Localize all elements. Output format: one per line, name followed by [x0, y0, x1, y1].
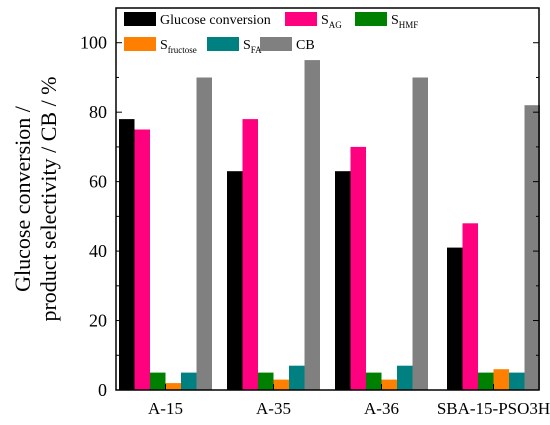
- x-tick-label-a-35: A-35: [256, 399, 291, 418]
- bar-shmf-a-15: [150, 372, 166, 390]
- legend-label-sfructose: Sfructose: [160, 38, 197, 55]
- bar-glucose-conversion-a-35: [227, 171, 243, 390]
- legend-label-sag: SAG: [321, 13, 342, 30]
- bar-shmf-a-35: [258, 372, 274, 390]
- bar-glucose-conversion-a-36: [335, 171, 351, 390]
- x-axis: A-15 A-35 A-36 SBA-15-PSO3H: [148, 384, 550, 418]
- y-axis-label-line2: product selectivity / CB / %: [36, 76, 61, 321]
- bar-sfa-a-15: [181, 372, 197, 390]
- bar-sag-a-35: [242, 119, 258, 390]
- bar-sfructose-a-35: [273, 379, 289, 390]
- bar-glucose-conversion-a-15: [119, 119, 135, 390]
- legend-label-sfa: SFA: [243, 38, 262, 55]
- y-axis-label-line1: Glucose conversion /: [10, 105, 35, 292]
- bar-sfructose-sba-15-pso3h: [493, 369, 509, 390]
- legend-label-shmf: SHMF: [391, 13, 418, 30]
- x-tick-label-a-15: A-15: [148, 399, 183, 418]
- bar-shmf-a-36: [366, 372, 382, 390]
- legend-label-cb: CB: [296, 38, 315, 53]
- y-tick-label: 80: [89, 102, 107, 122]
- bar-sfa-a-36: [397, 365, 413, 390]
- legend-swatch-sag: [285, 12, 317, 26]
- bar-cb-sba-15-pso3h: [524, 105, 540, 390]
- bar-cb-a-15: [196, 77, 212, 390]
- bar-sag-sba-15-pso3h: [462, 223, 478, 390]
- bars-layer: [119, 60, 540, 390]
- plot-frame: [115, 7, 540, 391]
- bar-sfa-a-35: [289, 365, 305, 390]
- legend-swatch-cb: [260, 37, 292, 51]
- bar-sfructose-a-36: [381, 379, 397, 390]
- x-tick-label-sba-15-pso3h: SBA-15-PSO3H: [437, 399, 550, 418]
- legend-swatch-glucose-conversion: [124, 12, 156, 26]
- legend-swatch-sfructose: [124, 37, 156, 51]
- y-tick-label: 40: [89, 241, 107, 261]
- y-tick-label: 60: [89, 172, 107, 192]
- bar-sag-a-15: [134, 129, 150, 390]
- bar-sfa-sba-15-pso3h: [509, 372, 525, 390]
- y-tick-label: 0: [98, 380, 107, 400]
- bar-shmf-sba-15-pso3h: [478, 372, 494, 390]
- legend-label-glucose-conversion: Glucose conversion: [160, 13, 271, 28]
- bar-cb-a-35: [304, 60, 320, 390]
- bar-cb-a-36: [412, 77, 428, 390]
- bar-glucose-conversion-sba-15-pso3h: [447, 247, 463, 390]
- x-tick-label-a-36: A-36: [364, 399, 399, 418]
- legend-swatch-sfa: [207, 37, 239, 51]
- y-axis: 0 20 40 60 80 100: [80, 7, 539, 400]
- bar-sag-a-36: [350, 146, 366, 390]
- legend-swatch-shmf: [355, 12, 387, 26]
- legend: Glucose conversion SAG SHMF Sfructose SFA CB: [124, 12, 418, 55]
- y-tick-label: 20: [89, 311, 107, 331]
- bar-sfructose-a-15: [165, 383, 181, 390]
- y-tick-label: 100: [80, 33, 107, 53]
